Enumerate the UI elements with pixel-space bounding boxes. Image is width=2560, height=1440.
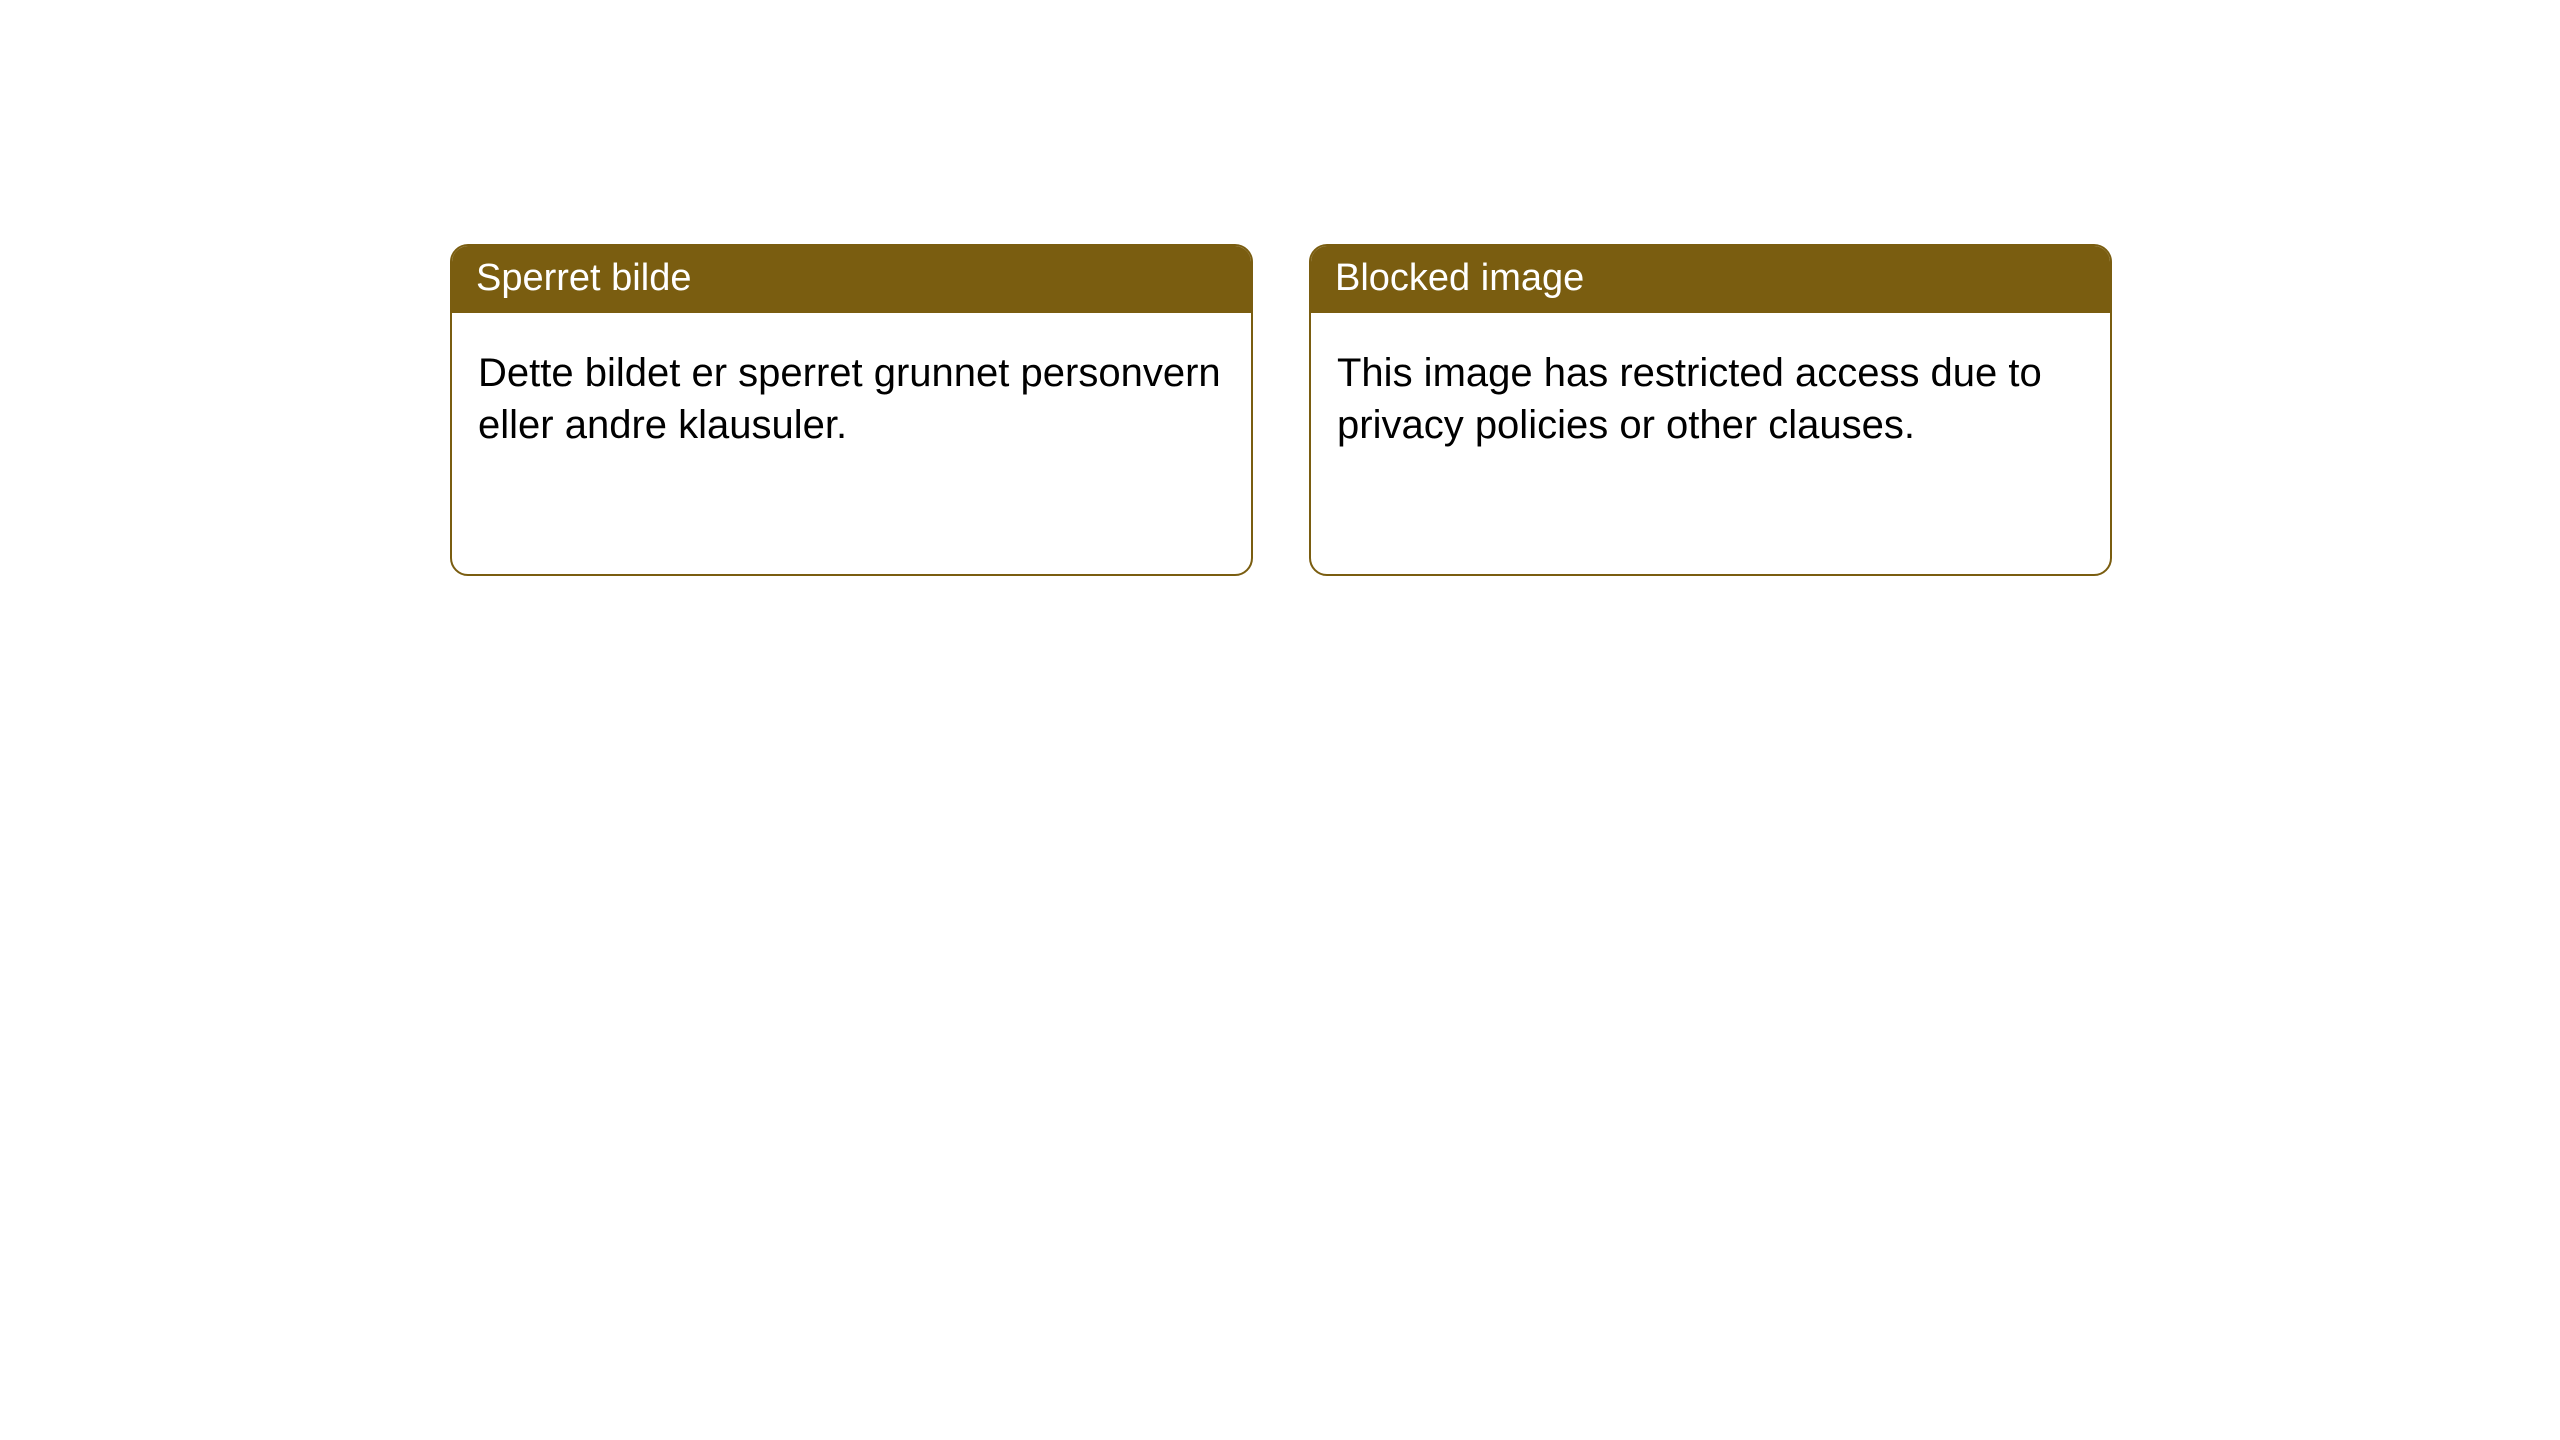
card-body: This image has restricted access due to … xyxy=(1311,313,2110,485)
notice-cards-container: Sperret bilde Dette bildet er sperret gr… xyxy=(0,0,2560,576)
card-body: Dette bildet er sperret grunnet personve… xyxy=(452,313,1251,485)
notice-card-norwegian: Sperret bilde Dette bildet er sperret gr… xyxy=(450,244,1253,576)
card-header: Sperret bilde xyxy=(452,246,1251,313)
notice-card-english: Blocked image This image has restricted … xyxy=(1309,244,2112,576)
card-header: Blocked image xyxy=(1311,246,2110,313)
